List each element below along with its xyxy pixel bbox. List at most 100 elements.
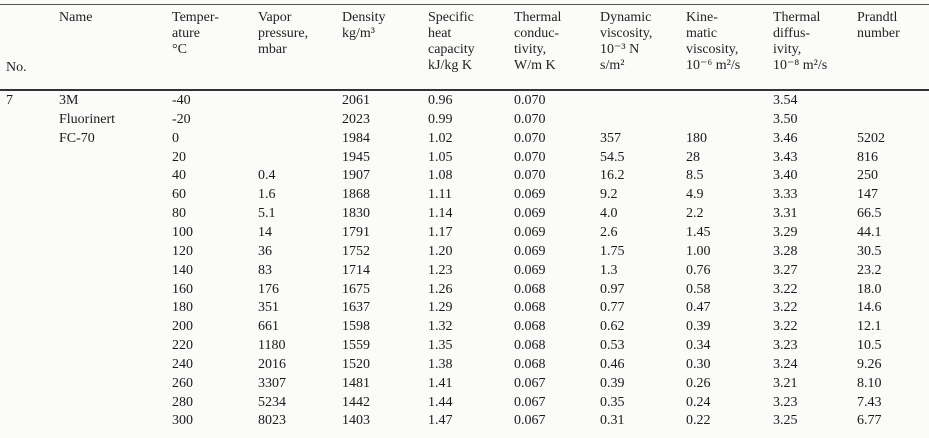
cell-cp: 1.02 (428, 130, 453, 146)
cell-temp: 0 (172, 130, 179, 146)
cell-density: 2023 (342, 111, 370, 127)
cell-temp: 180 (172, 300, 193, 316)
cell-pr: 250 (857, 168, 878, 184)
cell-temp: 300 (172, 413, 193, 429)
cell-mu: 0.77 (600, 300, 625, 316)
column-header-line: Thermal (773, 10, 821, 25)
cell-density: 1984 (342, 130, 370, 146)
cell-temp: 140 (172, 262, 193, 278)
cell-density: 1868 (342, 187, 370, 203)
cell-temp: 240 (172, 356, 193, 372)
cell-temp: 60 (172, 187, 186, 203)
cell-nu: 0.22 (686, 413, 711, 429)
cell-density: 1520 (342, 356, 370, 372)
cell-vapor: 351 (258, 300, 279, 316)
cell-cp: 1.26 (428, 281, 453, 297)
cell-pr: 9.26 (857, 356, 882, 372)
cell-k: 0.069 (514, 243, 546, 259)
cell-nu: 0.76 (686, 262, 711, 278)
column-header-line: kJ/kg K (428, 58, 472, 73)
cell-vapor: 1180 (258, 338, 286, 354)
cell-cp: 1.35 (428, 338, 453, 354)
column-header-line: °C (172, 42, 187, 57)
column-header-density: Density kg/m³ (342, 10, 386, 42)
column-header-line: tivity, (514, 42, 547, 57)
cell-cp: 1.38 (428, 356, 453, 372)
cell-pr: 12.1 (857, 319, 882, 335)
column-header-line: Density (342, 10, 386, 25)
cell-pr: 14.6 (857, 300, 882, 316)
column-header-line: Thermal (514, 10, 562, 25)
cell-k: 0.067 (514, 413, 546, 429)
cell-k: 0.070 (514, 168, 546, 184)
cell-pr: 8.10 (857, 375, 882, 391)
cell-alpha: 3.23 (773, 338, 798, 354)
cell-nu: 1.45 (686, 224, 711, 240)
cell-nu: 0.26 (686, 375, 711, 391)
cell-vapor: 2016 (258, 356, 286, 372)
cell-vapor: 0.4 (258, 168, 276, 184)
cell-cp: 1.44 (428, 394, 453, 410)
column-header-vapor: Vapor pressure, mbar (258, 10, 308, 58)
column-header-line: capacity (428, 42, 475, 57)
column-header-line: number (857, 26, 900, 41)
cell-mu: 0.39 (600, 375, 625, 391)
column-header-line: Temper- (172, 10, 219, 25)
cell-vapor: 661 (258, 319, 279, 335)
cell-temp: 120 (172, 243, 193, 259)
cell-alpha: 3.25 (773, 413, 798, 429)
cell-nu: 28 (686, 149, 700, 165)
cell-temp: -40 (172, 93, 191, 108)
cell-density: 1637 (342, 300, 370, 316)
cell-cp: 0.99 (428, 111, 453, 127)
column-header-k: Thermal conduc-tivity, W/m K (514, 10, 561, 74)
cell-k: 0.068 (514, 356, 546, 372)
cell-alpha: 3.22 (773, 300, 798, 316)
cell-mu: 16.2 (600, 168, 625, 184)
cell-alpha: 3.43 (773, 149, 798, 165)
column-header-line: Kine- (686, 10, 718, 25)
column-header-nu: Kine-matic viscosity, 10⁻⁶ m²/s (686, 10, 740, 74)
cell-pr: 816 (857, 149, 878, 165)
cell-k: 0.070 (514, 93, 546, 108)
cell-k: 0.067 (514, 394, 546, 410)
column-header-line: pressure, (258, 26, 309, 41)
cell-pr: 10.5 (857, 338, 882, 354)
entry-name-line: Fluorinert (59, 111, 115, 127)
cell-k: 0.070 (514, 149, 546, 165)
cell-temp: 20 (172, 149, 186, 165)
cell-mu: 0.62 (600, 319, 625, 335)
column-header-line: Specific (428, 10, 474, 25)
cell-alpha: 3.27 (773, 262, 798, 278)
entry-number: 7 (6, 93, 13, 108)
column-header-line: 10⁻³ N (600, 42, 640, 57)
cell-nu: 0.24 (686, 394, 711, 410)
cell-density: 1907 (342, 168, 370, 184)
cell-cp: 1.05 (428, 149, 453, 165)
column-header-no: No. (6, 60, 27, 76)
cell-density: 1598 (342, 319, 370, 335)
cell-vapor: 14 (258, 224, 272, 240)
cell-cp: 1.08 (428, 168, 453, 184)
cell-density: 1442 (342, 394, 370, 410)
cell-density: 2061 (342, 93, 370, 108)
cell-alpha: 3.31 (773, 206, 798, 222)
cell-cp: 1.20 (428, 243, 453, 259)
cell-vapor: 8023 (258, 413, 286, 429)
cell-alpha: 3.54 (773, 93, 798, 108)
cell-cp: 1.14 (428, 206, 453, 222)
cell-temp: 40 (172, 168, 186, 184)
cell-mu: 4.0 (600, 206, 618, 222)
cell-vapor: 176 (258, 281, 279, 297)
cell-alpha: 3.33 (773, 187, 798, 203)
cell-k: 0.068 (514, 300, 546, 316)
header-rule (0, 89, 929, 91)
column-header-line: ivity, (773, 42, 802, 57)
cell-alpha: 3.23 (773, 394, 798, 410)
cell-k: 0.068 (514, 319, 546, 335)
column-header-name: Name (59, 10, 92, 26)
cell-temp: 280 (172, 394, 193, 410)
column-header-line: viscosity, (600, 26, 653, 41)
column-header-temp: Temper-ature °C (172, 10, 219, 58)
cell-cp: 1.47 (428, 413, 453, 429)
